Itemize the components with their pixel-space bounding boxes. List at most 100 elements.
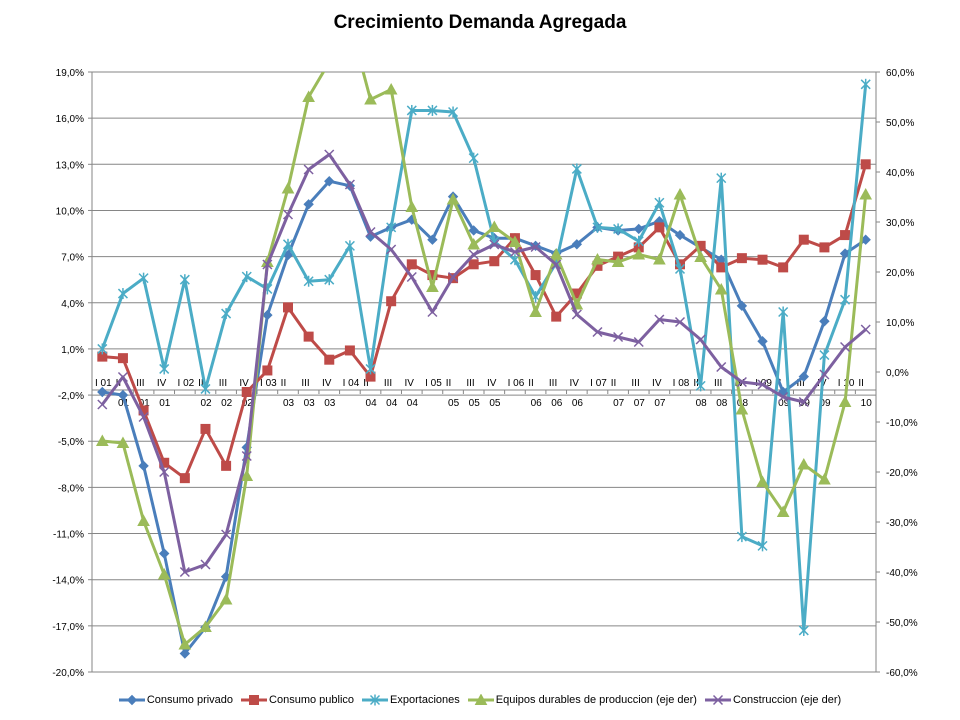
x-tick-label: III <box>219 378 227 389</box>
y2-tick-label: 60,0% <box>886 68 914 79</box>
data-point <box>303 199 314 210</box>
data-point <box>674 263 686 275</box>
data-point <box>613 331 624 343</box>
data-point <box>468 152 479 164</box>
data-point <box>117 288 128 300</box>
data-point <box>736 531 747 543</box>
x-tick-label: II <box>363 378 369 389</box>
y2-tick-label: -40,0% <box>886 568 918 579</box>
x-tick-label: IV <box>322 378 332 389</box>
data-point <box>468 225 479 236</box>
data-point <box>159 363 170 375</box>
data-point <box>199 620 212 632</box>
data-point <box>179 648 191 659</box>
x-tick-label: I 07 <box>590 378 607 389</box>
x-tick-label: I 05 <box>425 378 442 389</box>
data-point <box>446 192 460 205</box>
x-tick-label: IV <box>652 378 662 389</box>
x-tick-label-year: 09 <box>819 398 831 409</box>
data-point <box>138 272 149 284</box>
series-3 <box>97 78 871 636</box>
data-point <box>487 220 501 232</box>
y2-tick-label: -20,0% <box>886 468 918 479</box>
x-tick-label-year: 08 <box>716 398 728 409</box>
data-point <box>653 252 666 265</box>
x-tick-label-year: 06 <box>572 398 584 409</box>
data-point <box>219 592 233 605</box>
data-point <box>571 309 582 320</box>
data-point <box>654 314 665 325</box>
legend-label: Exportaciones <box>390 694 460 706</box>
x-tick-label: III <box>714 378 722 389</box>
x-tick-label: III <box>136 378 144 389</box>
data-point <box>137 514 150 526</box>
y-tick-label: 10,0% <box>56 206 84 217</box>
legend-swatch <box>118 694 145 706</box>
data-point <box>819 349 830 361</box>
x-tick-label-year: 01 <box>139 398 151 409</box>
data-point <box>797 457 811 470</box>
data-point <box>839 248 851 259</box>
series-line <box>102 179 867 655</box>
data-point <box>778 306 789 318</box>
x-tick-label: IV <box>157 378 167 389</box>
data-point <box>695 334 706 345</box>
data-point <box>654 222 665 233</box>
data-point <box>549 247 563 260</box>
data-point <box>364 92 377 105</box>
data-point <box>674 229 686 241</box>
legend-item: Construccion (eje der) <box>704 694 841 706</box>
y-tick-label: -2,0% <box>58 391 84 402</box>
data-point <box>611 255 625 267</box>
y-tick-label: 19,0% <box>56 68 84 79</box>
data-point <box>756 475 769 487</box>
y-tick-label: -14,0% <box>52 576 84 587</box>
data-point <box>757 379 768 390</box>
data-point <box>776 505 790 517</box>
data-point <box>117 353 128 364</box>
data-point <box>302 90 315 102</box>
data-point <box>384 82 398 95</box>
x-tick-label: II <box>611 378 617 389</box>
x-tick-label-year: 03 <box>324 398 336 409</box>
y2-tick-label: 40,0% <box>886 168 914 179</box>
x-tick-label-year: 10 <box>861 398 873 409</box>
data-point <box>468 259 479 270</box>
data-point <box>736 253 747 264</box>
data-point <box>860 78 871 90</box>
y-tick-label: -17,0% <box>52 622 84 633</box>
data-point <box>860 324 871 335</box>
y-tick-label: -5,0% <box>58 437 84 448</box>
x-tick-label: I 04 <box>343 378 360 389</box>
data-point <box>406 104 417 116</box>
x-tick-label-year: 09 <box>778 398 790 409</box>
x-tick-label-year: 04 <box>366 398 378 409</box>
data-point <box>757 540 768 552</box>
y2-tick-label: -50,0% <box>886 618 918 629</box>
x-tick-label: II <box>693 378 699 389</box>
data-point <box>178 637 192 650</box>
legend-item: Consumo privado <box>118 694 233 706</box>
series-2 <box>97 159 871 484</box>
x-tick-label: II <box>858 378 864 389</box>
data-point <box>117 371 128 383</box>
data-point <box>240 469 254 481</box>
data-point <box>798 234 809 245</box>
y-tick-label: -20,0% <box>52 668 84 679</box>
x-tick-label: IV <box>570 378 580 389</box>
data-point <box>344 240 355 252</box>
data-point <box>282 238 294 250</box>
legend-label: Equipos durables de produccion (eje der) <box>495 694 697 706</box>
x-tick-label: II <box>528 378 534 389</box>
data-point <box>736 376 747 388</box>
data-point <box>116 436 130 448</box>
data-point <box>179 566 190 578</box>
x-tick-label-year: 05 <box>469 398 481 409</box>
data-point <box>551 259 562 270</box>
x-tick-label-year: 08 <box>737 398 749 409</box>
y-tick-label: -8,0% <box>58 483 84 494</box>
legend-item: Exportaciones <box>362 694 460 706</box>
data-point <box>426 280 439 292</box>
x-tick-label-year: 07 <box>613 398 625 409</box>
